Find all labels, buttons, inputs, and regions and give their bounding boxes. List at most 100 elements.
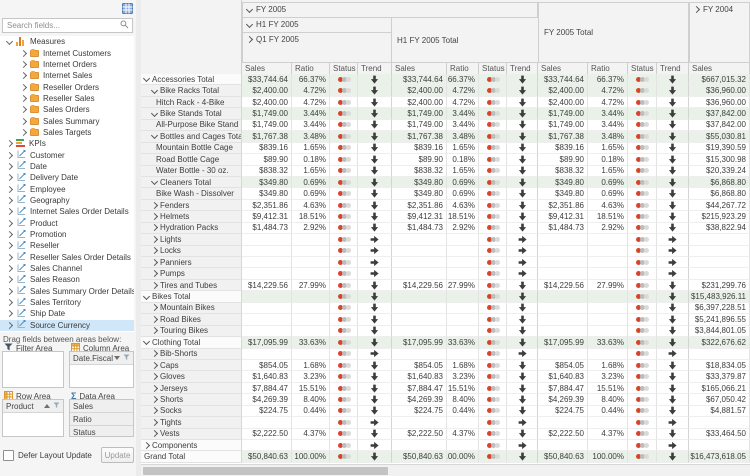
row-header-all-purpose-bike-stand[interactable]: All-Purpose Bike Stand xyxy=(141,119,242,132)
field-pill-sales[interactable]: Sales xyxy=(70,400,133,413)
column-header-q1fy2005[interactable]: Q1 FY 2005 xyxy=(242,32,392,63)
column-header-h1fy2005[interactable]: H1 FY 2005 xyxy=(242,17,392,33)
tree-item-internet-orders[interactable]: Internet Orders xyxy=(0,59,134,70)
row-header-locks[interactable]: Locks xyxy=(141,245,242,257)
field-pill-status[interactable]: Status xyxy=(70,426,133,436)
row-header-mountain-bottle-cage[interactable]: Mountain Bottle Cage xyxy=(141,142,242,155)
chevron-right-icon[interactable] xyxy=(5,265,14,273)
column-area-box[interactable]: Date.Fiscal xyxy=(69,351,134,388)
chevron-right-icon[interactable] xyxy=(150,418,159,426)
chevron-down-icon[interactable] xyxy=(142,75,151,83)
row-header-tights[interactable]: Tights xyxy=(141,417,242,429)
chevron-right-icon[interactable] xyxy=(150,430,159,438)
row-header-road-bottle-cage[interactable]: Road Bottle Cage xyxy=(141,154,242,166)
tree-item-sales-channel[interactable]: Sales Channel xyxy=(0,263,134,274)
chevron-right-icon[interactable] xyxy=(150,395,159,404)
layout-grid-icon[interactable] xyxy=(122,3,133,14)
row-header-bike-wash-dissolver[interactable]: Bike Wash - Dissolver xyxy=(141,188,242,200)
row-header-hitch-rack-4-bike[interactable]: Hitch Rack - 4-Bike xyxy=(141,96,242,109)
row-header-touring-bikes[interactable]: Touring Bikes xyxy=(141,325,242,338)
chevron-right-icon[interactable] xyxy=(19,49,28,57)
chevron-right-icon[interactable] xyxy=(150,304,159,312)
row-header-water-bottle-30-oz[interactable]: Water Bottle - 30 oz. xyxy=(141,165,242,177)
tree-item-reseller-sales-order-details[interactable]: Reseller Sales Order Details xyxy=(0,252,134,263)
chevron-right-icon[interactable] xyxy=(19,72,28,80)
chevron-right-icon[interactable] xyxy=(150,384,159,392)
row-header-panniers[interactable]: Panniers xyxy=(141,257,242,269)
tree-item-measures[interactable]: Measures xyxy=(0,36,134,47)
row-header-bike-racks-total[interactable]: Bike Racks Total xyxy=(141,85,242,97)
measure-header-sales[interactable]: Sales xyxy=(538,62,588,74)
measure-header-trend[interactable]: Trend xyxy=(358,62,392,74)
chevron-right-icon[interactable] xyxy=(150,361,159,369)
tree-item-internet-sales[interactable]: Internet Sales xyxy=(0,70,134,81)
tree-item-sales-territory[interactable]: Sales Territory xyxy=(0,297,134,308)
field-pill-date-fiscal[interactable]: Date.Fiscal xyxy=(70,352,133,365)
tree-item-reseller[interactable]: Reseller xyxy=(0,240,134,251)
panel-splitter[interactable] xyxy=(136,0,141,476)
field-pill-product[interactable]: Product xyxy=(3,400,63,413)
filter-area-box[interactable] xyxy=(2,351,64,388)
horizontal-scrollbar[interactable] xyxy=(141,464,750,476)
measure-header-status[interactable]: Status xyxy=(479,62,507,74)
measure-header-sales[interactable]: Sales xyxy=(689,62,750,74)
tree-item-internet-customers[interactable]: Internet Customers xyxy=(0,47,134,58)
update-button[interactable]: Update xyxy=(101,447,134,463)
tree-item-sales-targets[interactable]: Sales Targets xyxy=(0,127,134,138)
chevron-right-icon[interactable] xyxy=(5,174,14,182)
measure-header-trend[interactable]: Trend xyxy=(507,62,538,74)
chevron-down-icon[interactable] xyxy=(150,178,159,186)
tree-item-employee[interactable]: Employee xyxy=(0,183,134,194)
chevron-right-icon[interactable] xyxy=(19,117,28,125)
measure-header-status[interactable]: Status xyxy=(628,62,657,74)
tree-item-customer[interactable]: Customer xyxy=(0,149,134,160)
chevron-right-icon[interactable] xyxy=(150,258,159,266)
column-header-h1fy2005-total[interactable]: H1 FY 2005 Total xyxy=(391,17,539,63)
row-header-fenders[interactable]: Fenders xyxy=(141,199,242,212)
tree-item-reseller-orders[interactable]: Reseller Orders xyxy=(0,81,134,92)
measure-header-status[interactable]: Status xyxy=(330,62,358,74)
row-header-accessories-total[interactable]: Accessories Total xyxy=(141,74,242,86)
chevron-right-icon[interactable] xyxy=(5,140,14,148)
chevron-right-icon[interactable] xyxy=(19,83,28,91)
row-header-pumps[interactable]: Pumps xyxy=(141,268,242,280)
row-header-helmets[interactable]: Helmets xyxy=(141,211,242,223)
chevron-right-icon[interactable] xyxy=(5,151,14,159)
chevron-right-icon[interactable] xyxy=(150,315,159,323)
chevron-down-icon[interactable] xyxy=(150,109,159,117)
defer-checkbox[interactable] xyxy=(3,450,14,461)
chevron-right-icon[interactable] xyxy=(5,276,14,284)
tree-item-geography[interactable]: Geography xyxy=(0,195,134,206)
row-header-bike-stands-total[interactable]: Bike Stands Total xyxy=(141,108,242,120)
row-header-jerseys[interactable]: Jerseys xyxy=(141,382,242,395)
chevron-right-icon[interactable] xyxy=(150,247,159,255)
tree-item-sales-orders[interactable]: Sales Orders xyxy=(0,104,134,115)
tree-item-sales-summary-order-details[interactable]: Sales Summary Order Details xyxy=(0,286,134,297)
row-header-caps[interactable]: Caps xyxy=(141,359,242,372)
chevron-right-icon[interactable] xyxy=(19,60,28,68)
chevron-right-icon[interactable] xyxy=(5,287,14,295)
chevron-right-icon[interactable] xyxy=(150,224,159,232)
chevron-right-icon[interactable] xyxy=(19,128,28,136)
row-header-shorts[interactable]: Shorts xyxy=(141,394,242,406)
chevron-down-icon[interactable] xyxy=(150,86,159,94)
row-header-mountain-bikes[interactable]: Mountain Bikes xyxy=(141,302,242,315)
chevron-right-icon[interactable] xyxy=(5,242,14,250)
field-pill-ratio[interactable]: Ratio xyxy=(70,413,133,426)
chevron-right-icon[interactable] xyxy=(5,219,14,227)
chevron-right-icon[interactable] xyxy=(5,253,14,261)
row-header-bikes-total[interactable]: Bikes Total xyxy=(141,291,242,303)
chevron-right-icon[interactable] xyxy=(150,407,159,415)
tree-item-date[interactable]: Date xyxy=(0,161,134,172)
tree-item-internet-sales-order-details[interactable]: Internet Sales Order Details xyxy=(0,206,134,217)
chevron-down-icon[interactable] xyxy=(5,37,14,45)
row-header-gloves[interactable]: Gloves xyxy=(141,371,242,383)
measure-header-trend[interactable]: Trend xyxy=(657,62,689,74)
chevron-right-icon[interactable] xyxy=(150,350,159,358)
chevron-right-icon[interactable] xyxy=(5,208,14,216)
column-header-fy2005[interactable]: FY 2005 xyxy=(242,2,538,18)
chevron-right-icon[interactable] xyxy=(150,327,159,335)
chevron-right-icon[interactable] xyxy=(5,196,14,205)
column-header-fy2005-total[interactable]: FY 2005 Total xyxy=(538,2,689,63)
measure-header-ratio[interactable]: Ratio xyxy=(292,62,330,74)
